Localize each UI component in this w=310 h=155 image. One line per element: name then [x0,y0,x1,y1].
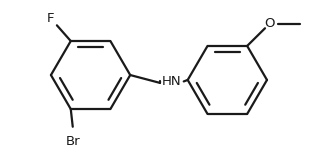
Text: HN: HN [162,75,182,88]
Text: O: O [265,17,275,30]
Text: Br: Br [65,135,80,148]
Text: F: F [47,12,55,25]
